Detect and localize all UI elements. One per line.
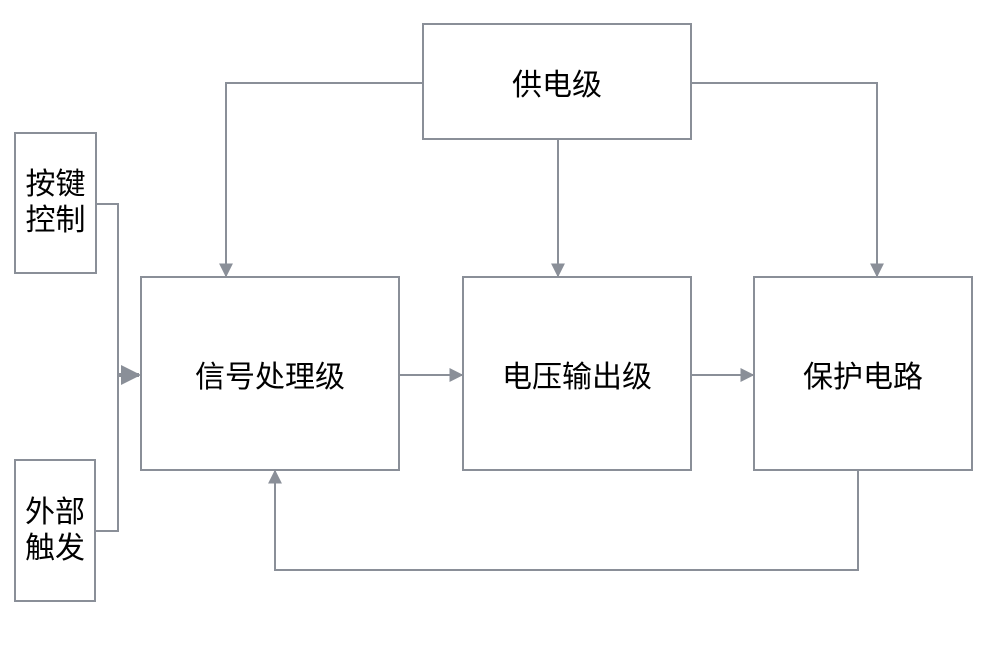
edge-button-to-junction — [97, 204, 118, 375]
edge-power-to-protect — [692, 83, 877, 276]
edge-protect-feedback — [275, 471, 858, 570]
diagram-connectors — [0, 0, 1000, 664]
edge-trigger-to-junction — [96, 375, 118, 531]
edge-power-to-signal — [226, 83, 422, 276]
